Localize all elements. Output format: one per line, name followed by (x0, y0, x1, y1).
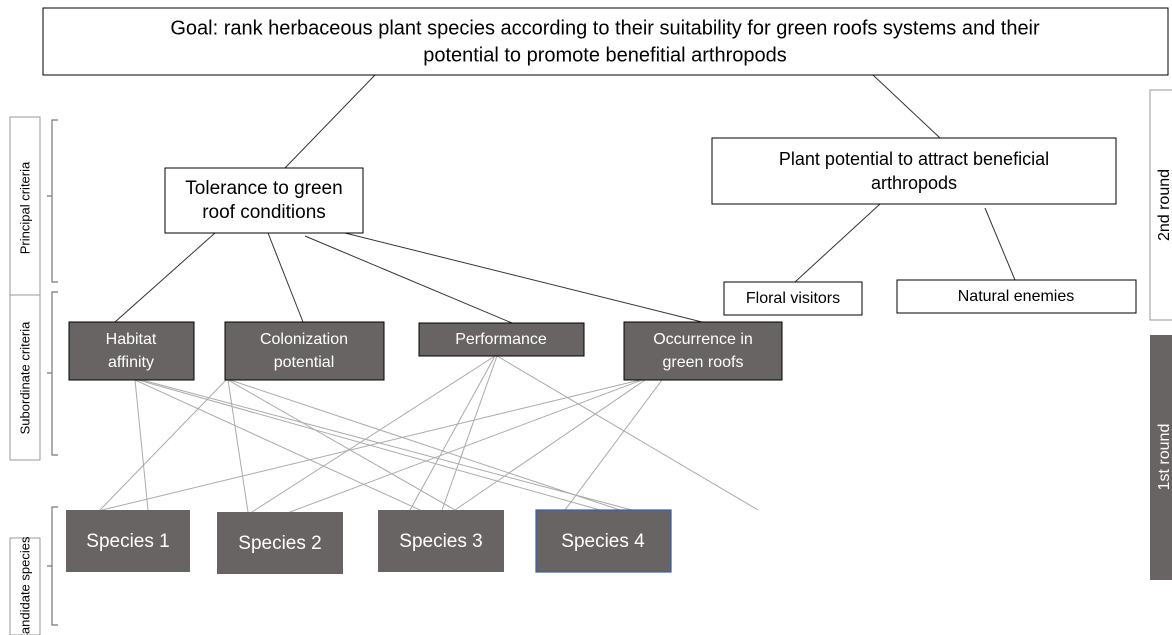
subordinate-text: Performance (455, 331, 547, 348)
species-box (217, 512, 343, 574)
species-text: Species 1 (86, 531, 169, 552)
principal-text: Tolerance to green (185, 178, 342, 199)
arthropod-text: Floral visitors (746, 290, 840, 307)
level-box (9, 537, 41, 635)
subordinate-box (418, 322, 585, 357)
level-box (9, 116, 41, 301)
species-text: Species 4 (561, 531, 645, 552)
goal-box (42, 7, 1169, 76)
round-text: 2nd round (1156, 169, 1172, 241)
principal-text: arthropods (871, 173, 957, 193)
species-box (66, 510, 190, 572)
subordinate-text: Habitat (106, 331, 157, 348)
subordinate-box (224, 321, 385, 381)
subordinate-box (68, 321, 195, 381)
principal-box (711, 137, 1117, 205)
arthropod-text: Natural enemies (958, 288, 1075, 305)
arthropod-box (723, 281, 863, 316)
species-text: Species 2 (238, 533, 321, 554)
subordinate-text: potential (274, 354, 335, 371)
round-text: 1st round (1156, 424, 1172, 491)
species-box (378, 510, 504, 572)
subordinate-text: green roofs (663, 354, 744, 371)
arthropod-box (896, 279, 1137, 314)
bracket (47, 119, 58, 283)
subordinate-box (623, 321, 783, 381)
level-text: Candidate species (17, 536, 32, 635)
bracket (47, 506, 58, 626)
subordinate-text: affinity (108, 354, 154, 371)
round-box (1149, 89, 1172, 321)
principal-text: Plant potential to attract beneficial (779, 149, 1049, 169)
goal-text: Goal: rank herbaceous plant species acco… (170, 17, 1040, 39)
species-box (535, 509, 672, 573)
level-box (9, 294, 41, 461)
goal-text: potential to promote benefitial arthropo… (423, 44, 787, 66)
level-text: Subordinate criteria (17, 321, 32, 434)
species-text: Species 3 (399, 531, 482, 552)
principal-text: roof conditions (202, 202, 326, 223)
bracket (47, 291, 58, 456)
round-box (1150, 335, 1172, 580)
subordinate-text: Colonization (260, 331, 348, 348)
subordinate-text: Occurrence in (653, 331, 753, 348)
level-text: Principal criteria (17, 161, 32, 254)
principal-box (164, 167, 364, 234)
connectors (99, 74, 1016, 513)
